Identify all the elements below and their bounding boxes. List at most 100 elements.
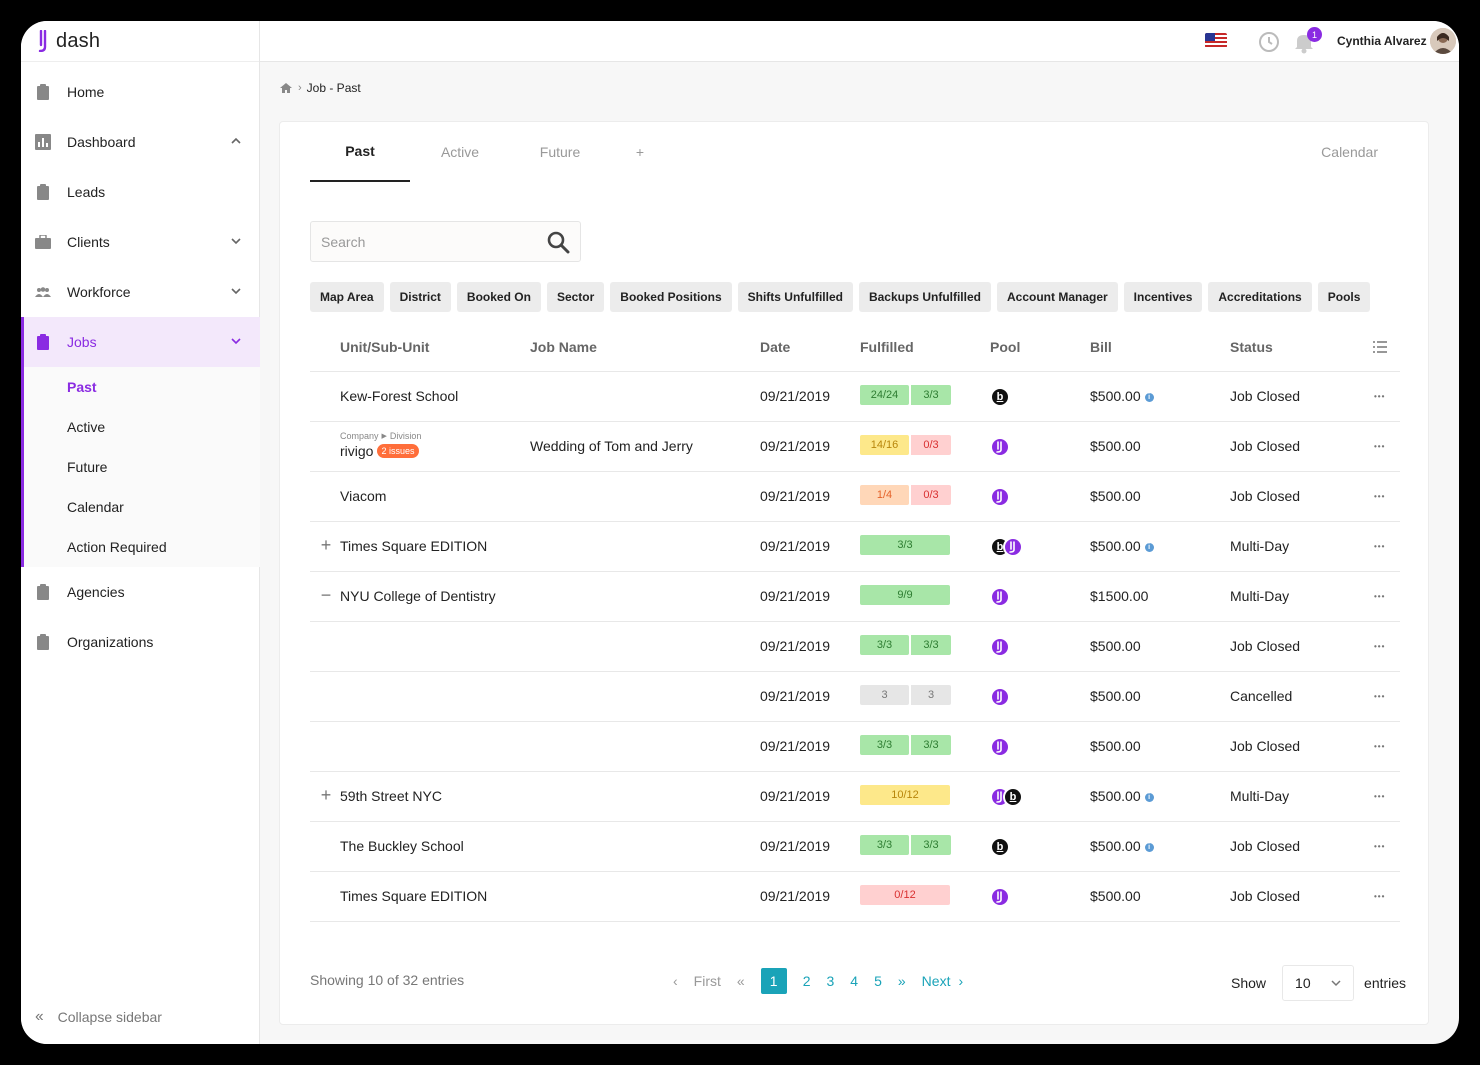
sidebar-item-home[interactable]: Home: [21, 67, 260, 117]
search-input[interactable]: [311, 222, 531, 261]
chevron-up-icon[interactable]: [230, 134, 244, 148]
tab-active[interactable]: Active: [440, 144, 480, 160]
more-options-icon[interactable]: •••: [1374, 492, 1386, 501]
sidebar-subitem-action-required[interactable]: Action Required: [67, 539, 167, 555]
filter-pools[interactable]: Pools: [1317, 282, 1371, 312]
logo[interactable]: dash: [21, 21, 259, 62]
calendar-link[interactable]: Calendar: [1321, 144, 1378, 160]
table-row[interactable]: Kew-Forest School 09/21/2019 24/24 3/3 b $500…: [310, 372, 1400, 422]
header-status[interactable]: Status: [1230, 338, 1273, 355]
pool-b-icon[interactable]: b: [1003, 787, 1023, 807]
more-options-icon[interactable]: •••: [1374, 592, 1386, 601]
filter-accreditations[interactable]: Accreditations: [1208, 282, 1312, 312]
more-options-icon[interactable]: •••: [1374, 792, 1386, 801]
add-tab-button[interactable]: +: [635, 144, 645, 160]
table-row[interactable]: 09/21/2019 3/3 3/3 $500.00 Job Closed •••: [310, 622, 1400, 672]
table-row[interactable]: + Times Square EDITION 09/21/2019 3/3 b $500.…: [310, 522, 1400, 572]
table-row[interactable]: +59th Street NYC 09/21/2019 10/12 b $500.00 i…: [310, 772, 1400, 822]
filter-sector[interactable]: Sector: [546, 282, 605, 312]
user-name[interactable]: Cynthia Alvarez: [1337, 34, 1427, 48]
pool-dash-icon[interactable]: [990, 437, 1010, 457]
more-options-icon[interactable]: •••: [1374, 692, 1386, 701]
pool-dash-icon[interactable]: [990, 737, 1010, 757]
pool-dash-icon[interactable]: [990, 487, 1010, 507]
avatar[interactable]: [1430, 28, 1456, 54]
sidebar-subitem-future[interactable]: Future: [67, 459, 108, 475]
filter-account-manager[interactable]: Account Manager: [996, 282, 1118, 312]
info-icon[interactable]: i: [1144, 542, 1154, 552]
header-bill[interactable]: Bill: [1090, 338, 1112, 355]
double-chevron-right-icon[interactable]: »: [897, 973, 906, 989]
table-row[interactable]: 09/21/2019 3 3 $500.00 Cancelled •••: [310, 672, 1400, 722]
table-row[interactable]: 09/21/2019 3/3 3/3 $500.00 Job Closed •••: [310, 722, 1400, 772]
more-options-icon[interactable]: •••: [1374, 442, 1386, 451]
us-flag-icon[interactable]: [1205, 33, 1227, 48]
info-icon[interactable]: i: [1144, 842, 1154, 852]
table-row[interactable]: − NYU College of Dentistry 09/21/2019 9/9 $1…: [310, 572, 1400, 622]
table-row[interactable]: Company ▶ Division rivigo 2 issues Wedding of…: [310, 422, 1400, 472]
header-unit[interactable]: Unit/Sub-Unit: [340, 338, 430, 355]
pool-dash-icon[interactable]: [1003, 537, 1023, 557]
chevron-left-icon[interactable]: ‹: [673, 973, 678, 989]
more-options-icon[interactable]: •••: [1374, 842, 1386, 851]
table-row[interactable]: Times Square EDITION 09/21/2019 0/12 $500.0…: [310, 872, 1400, 922]
header-pool[interactable]: Pool: [990, 338, 1021, 355]
home-icon[interactable]: [279, 82, 293, 94]
clock-icon[interactable]: [1258, 31, 1280, 53]
sidebar-subitem-past[interactable]: Past: [67, 379, 97, 395]
header-fulfilled[interactable]: Fulfilled: [860, 338, 914, 355]
first-page-link[interactable]: First: [693, 973, 721, 989]
more-options-icon[interactable]: •••: [1374, 742, 1386, 751]
filter-district[interactable]: District: [389, 282, 451, 312]
filter-map-area[interactable]: Map Area: [310, 282, 384, 312]
column-settings-icon[interactable]: [1372, 340, 1388, 354]
sidebar-item-dashboard[interactable]: Dashboard: [21, 117, 260, 167]
pool-dash-icon[interactable]: [990, 637, 1010, 657]
sidebar-item-agencies[interactable]: Agencies: [21, 567, 260, 617]
filter-booked-positions[interactable]: Booked Positions: [610, 282, 732, 312]
sidebar-subitem-active[interactable]: Active: [67, 419, 106, 435]
table-row[interactable]: The Buckley School 09/21/2019 3/3 3/3 b $500.…: [310, 822, 1400, 872]
more-options-icon[interactable]: •••: [1374, 392, 1386, 401]
filter-backups-unfulfilled[interactable]: Backups Unfulfilled: [858, 282, 991, 312]
next-page-link[interactable]: Next: [921, 973, 951, 989]
sidebar-item-organizations[interactable]: Organizations: [21, 617, 260, 667]
pool-dash-icon[interactable]: [990, 887, 1010, 907]
sidebar-item-workforce[interactable]: Workforce: [21, 267, 260, 317]
page-3[interactable]: 3: [826, 973, 835, 989]
page-1[interactable]: 1: [760, 968, 787, 994]
sidebar-item-jobs[interactable]: Jobs: [21, 317, 260, 367]
filter-booked-on[interactable]: Booked On: [456, 282, 541, 312]
tab-past[interactable]: Past: [310, 122, 410, 182]
filter-incentives[interactable]: Incentives: [1123, 282, 1203, 312]
pool-b-icon[interactable]: b: [990, 387, 1010, 407]
more-options-icon[interactable]: •••: [1374, 642, 1386, 651]
info-icon[interactable]: i: [1144, 392, 1154, 402]
expand-icon[interactable]: +: [320, 535, 332, 555]
issues-badge[interactable]: 2 issues: [377, 444, 419, 458]
double-chevron-left-icon[interactable]: «: [736, 973, 745, 989]
filter-shifts-unfulfilled[interactable]: Shifts Unfulfilled: [737, 282, 853, 312]
chevron-down-icon[interactable]: [230, 234, 244, 248]
chevron-down-icon[interactable]: [230, 284, 244, 298]
collapse-icon[interactable]: −: [320, 585, 332, 605]
sidebar-item-clients[interactable]: Clients: [21, 217, 260, 267]
page-size-select[interactable]: 10: [1282, 965, 1355, 1001]
search-icon[interactable]: [546, 230, 570, 254]
tab-future[interactable]: Future: [539, 144, 581, 160]
page-4[interactable]: 4: [850, 973, 859, 989]
page-2[interactable]: 2: [802, 973, 811, 989]
pool-dash-icon[interactable]: [990, 687, 1010, 707]
more-options-icon[interactable]: •••: [1374, 892, 1386, 901]
sidebar-item-leads[interactable]: Leads: [21, 167, 260, 217]
chevron-down-icon[interactable]: [230, 334, 244, 348]
chevron-right-icon[interactable]: ›: [958, 973, 964, 989]
expand-icon[interactable]: +: [320, 785, 332, 805]
table-row[interactable]: Viacom 09/21/2019 1/4 0/3 $500.00 Job Closed •…: [310, 472, 1400, 522]
header-date[interactable]: Date: [760, 338, 791, 355]
sidebar-subitem-calendar[interactable]: Calendar: [67, 499, 124, 515]
pool-dash-icon[interactable]: [990, 587, 1010, 607]
pool-b-icon[interactable]: b: [990, 837, 1010, 857]
more-options-icon[interactable]: •••: [1374, 542, 1386, 551]
header-job-name[interactable]: Job Name: [530, 338, 597, 355]
